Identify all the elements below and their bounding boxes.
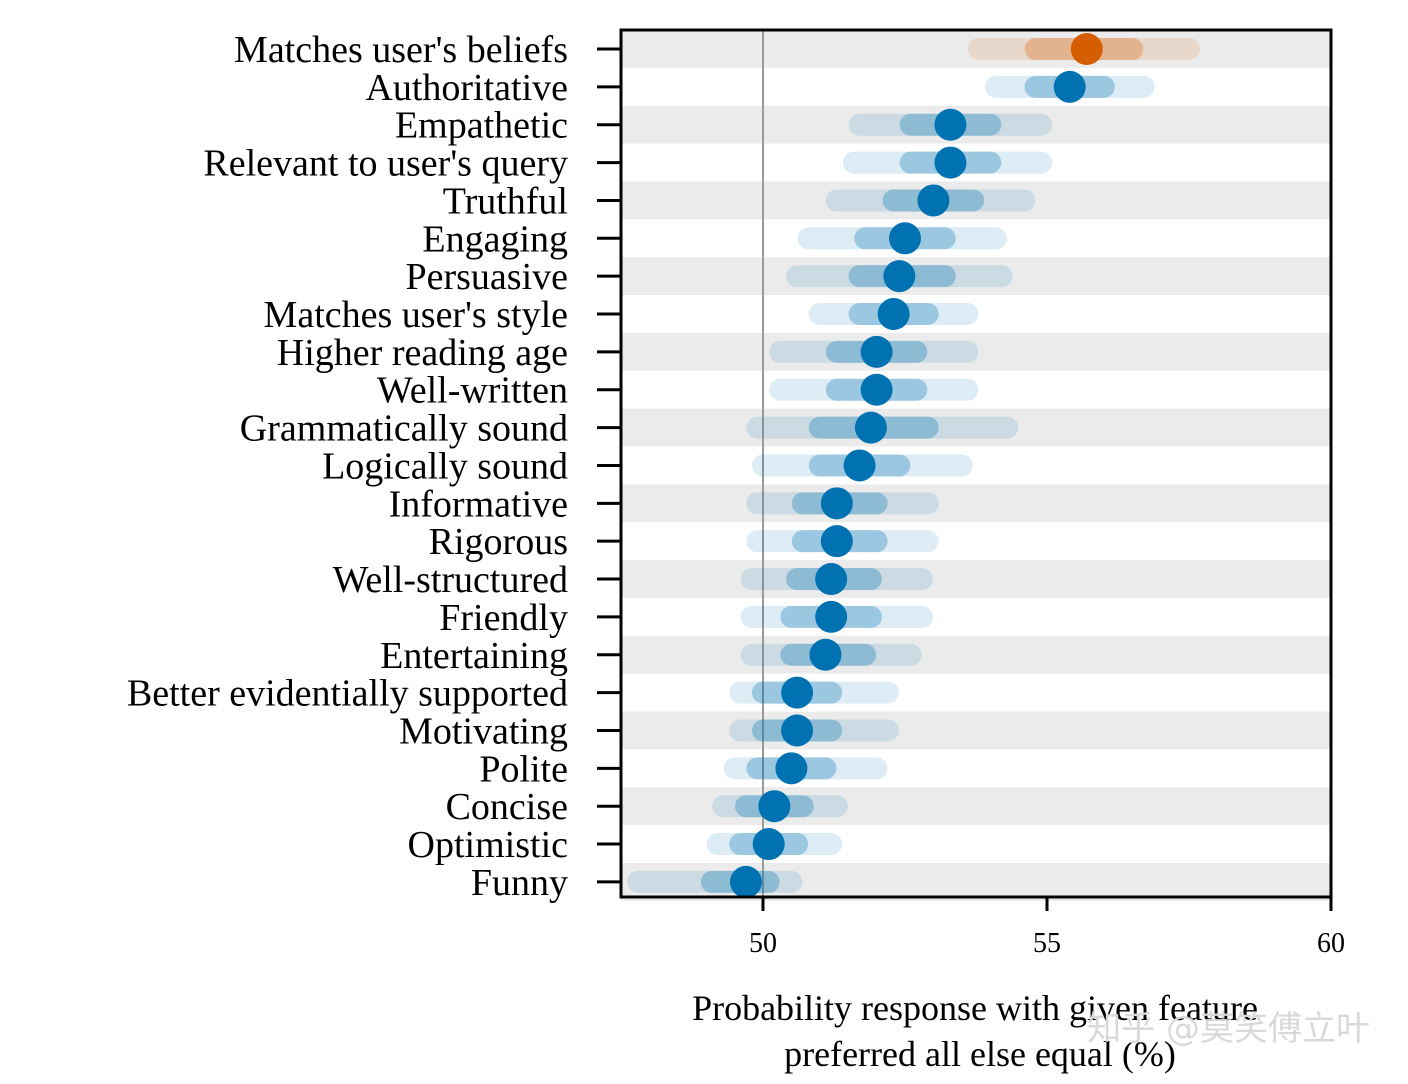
y-tick-label: Persuasive (405, 256, 568, 298)
point-estimate (854, 411, 887, 444)
y-tick-labels: Matches user's beliefsAuthoritativeEmpat… (127, 29, 568, 904)
y-tick-label: Friendly (439, 597, 568, 639)
point-estimates (729, 33, 1103, 898)
row-band (621, 332, 1331, 371)
y-ticks (597, 47, 621, 884)
y-tick-label: Matches user's style (264, 294, 568, 336)
y-tick-label: Empathetic (395, 105, 568, 147)
row-band (621, 673, 1331, 712)
y-tick-label: Better evidentially supported (127, 673, 568, 715)
point-estimate (934, 146, 967, 179)
point-estimate (889, 222, 921, 255)
row-band (621, 711, 1331, 750)
row-band (621, 408, 1331, 447)
row-band (621, 446, 1331, 485)
point-estimate (809, 638, 842, 671)
point-estimate (729, 865, 762, 898)
row-band (621, 257, 1331, 296)
row-band (621, 30, 1331, 68)
point-estimate (820, 487, 853, 520)
row-band (621, 560, 1331, 598)
y-tick-label: Polite (479, 748, 568, 790)
x-tick-label: 55 (1033, 928, 1061, 959)
point-estimate (1053, 70, 1086, 103)
y-tick-label: Well-written (377, 370, 568, 412)
x-tick-labels: 50 55 60 (749, 928, 1345, 959)
y-tick-label: Informative (389, 483, 568, 525)
row-band (621, 295, 1331, 333)
point-estimate (883, 260, 916, 293)
y-tick-label: Higher reading age (277, 332, 568, 374)
plot-frame (619, 28, 1333, 899)
y-tick-label: Well-structured (333, 559, 568, 601)
point-estimate (781, 676, 814, 709)
row-band (621, 370, 1331, 409)
x-axis-label-line-2: preferred all else equal (%) (784, 1034, 1176, 1074)
point-estimate (815, 600, 848, 633)
row-band (621, 597, 1331, 636)
y-tick-label: Engaging (422, 218, 568, 260)
y-tick-label: Authoritative (365, 67, 568, 109)
row-band (621, 635, 1331, 674)
watermark: 知乎 @莫笑傅立叶 (1087, 1009, 1370, 1049)
row-band (621, 787, 1331, 826)
x-tick-label: 60 (1317, 928, 1345, 959)
row-band (621, 219, 1331, 258)
x-tick-label: 50 (749, 928, 777, 959)
y-tick-label: Motivating (399, 710, 568, 752)
y-tick-label: Logically sound (322, 445, 568, 487)
point-estimate (752, 828, 785, 861)
point-estimate (820, 525, 853, 558)
point-estimate (934, 108, 967, 141)
row-band (621, 67, 1331, 106)
y-tick-label: Optimistic (408, 824, 568, 866)
x-axis-label-line-1: Probability response with given feature (692, 988, 1258, 1028)
y-tick-label: Rigorous (429, 521, 568, 563)
point-estimate (843, 449, 876, 482)
row-band (621, 143, 1331, 182)
y-tick-label: Relevant to user's query (203, 143, 568, 185)
row-band (621, 105, 1331, 144)
row-band (621, 484, 1331, 523)
row-band (621, 825, 1331, 863)
y-tick-label: Entertaining (380, 635, 568, 677)
row-band (621, 522, 1331, 561)
point-estimate (775, 752, 808, 785)
point-estimate (758, 790, 791, 823)
y-tick-label: Funny (471, 862, 568, 904)
point-estimate (917, 184, 950, 217)
point-estimate (815, 563, 848, 596)
y-tick-label: Grammatically sound (240, 408, 568, 450)
point-estimate (1070, 33, 1103, 65)
x-ticks (761, 897, 1333, 911)
y-tick-label: Truthful (443, 180, 568, 222)
point-estimate (781, 714, 814, 747)
y-tick-label: Matches user's beliefs (234, 29, 568, 71)
row-band (621, 749, 1331, 788)
point-estimate (877, 298, 910, 331)
row-bands (621, 30, 1331, 901)
point-estimate (860, 335, 893, 368)
y-tick-label: Concise (446, 786, 568, 828)
row-band (621, 181, 1331, 220)
point-estimate (860, 373, 893, 406)
